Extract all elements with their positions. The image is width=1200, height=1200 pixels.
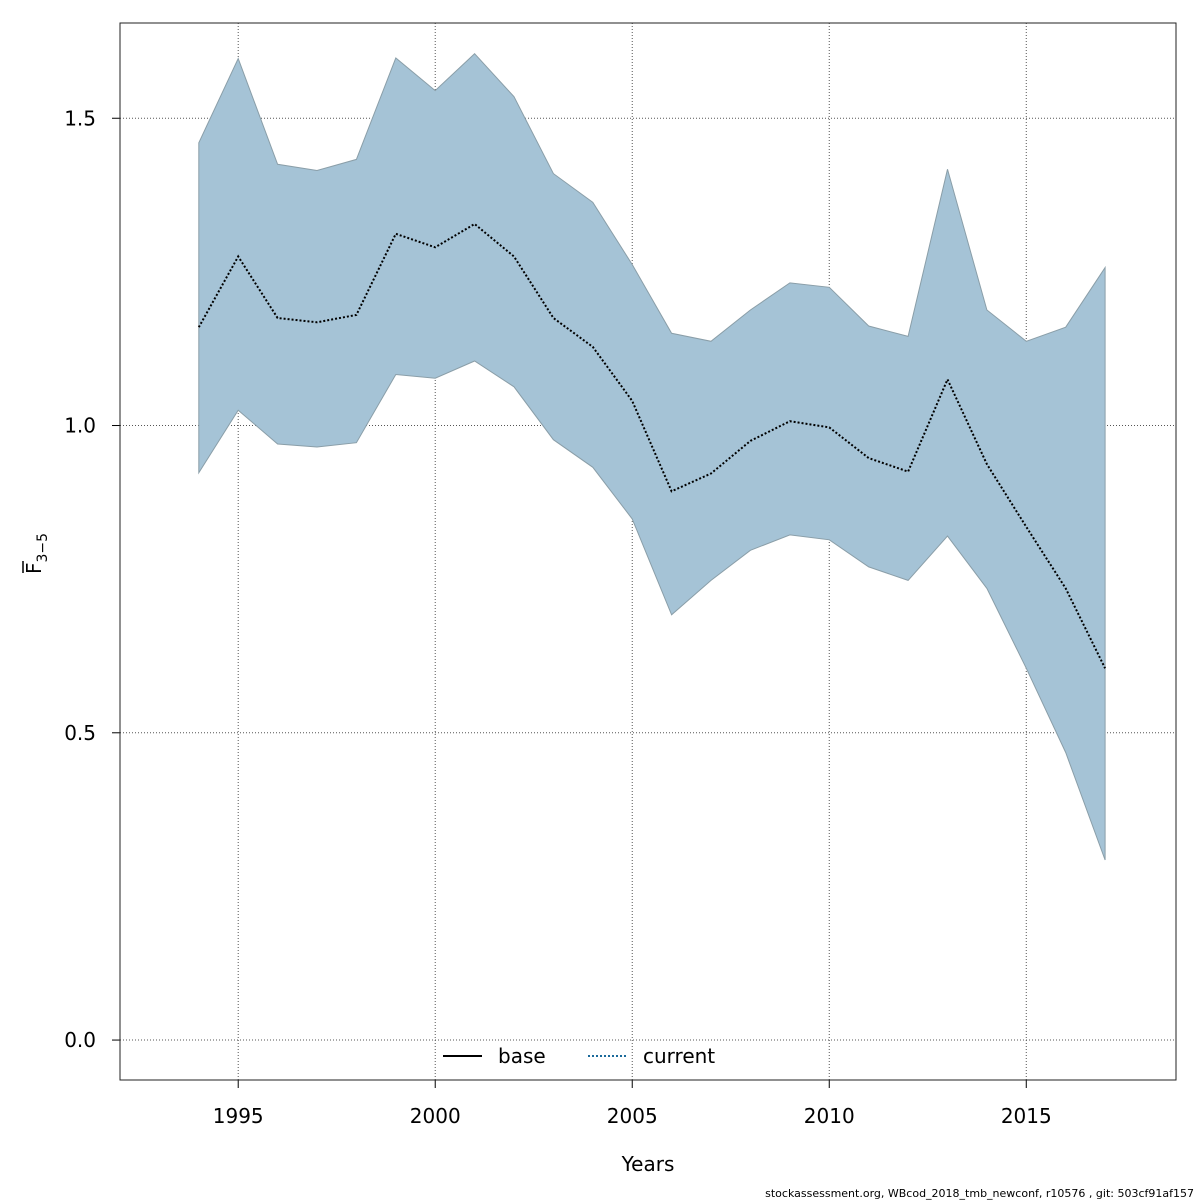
legend: base current xyxy=(443,1044,715,1068)
x-tick-label: 2010 xyxy=(804,1104,855,1128)
svg-text:F3−5: F3−5 xyxy=(22,533,51,574)
y-tick-label: 1.0 xyxy=(64,414,96,438)
x-tick-label: 2015 xyxy=(1001,1104,1052,1128)
confidence-band-current xyxy=(198,52,1106,861)
legend-label-base: base xyxy=(498,1044,546,1068)
y-axis-title: F3−5 xyxy=(22,533,51,574)
footer-credit: stockassessment.org, WBcod_2018_tmb_newc… xyxy=(765,1187,1194,1200)
x-tick-label: 1995 xyxy=(213,1104,264,1128)
x-axis-title: Years xyxy=(621,1152,675,1176)
y-axis-title-main: F xyxy=(22,562,46,574)
plot-frame xyxy=(119,22,1177,1081)
legend-label-current: current xyxy=(643,1044,715,1068)
y-axis-ticks: 0.0 0.5 1.0 1.5 xyxy=(64,106,120,1052)
x-tick-label: 2005 xyxy=(607,1104,658,1128)
x-axis-ticks: 1995 2000 2005 2010 2015 xyxy=(213,1080,1052,1128)
y-tick-label: 0.5 xyxy=(64,721,96,745)
y-tick-label: 0.0 xyxy=(64,1028,96,1052)
series-line-current xyxy=(197,222,1106,669)
y-tick-label: 1.5 xyxy=(64,106,96,130)
x-tick-label: 2000 xyxy=(410,1104,461,1128)
y-axis-title-sub: 3−5 xyxy=(35,533,51,563)
